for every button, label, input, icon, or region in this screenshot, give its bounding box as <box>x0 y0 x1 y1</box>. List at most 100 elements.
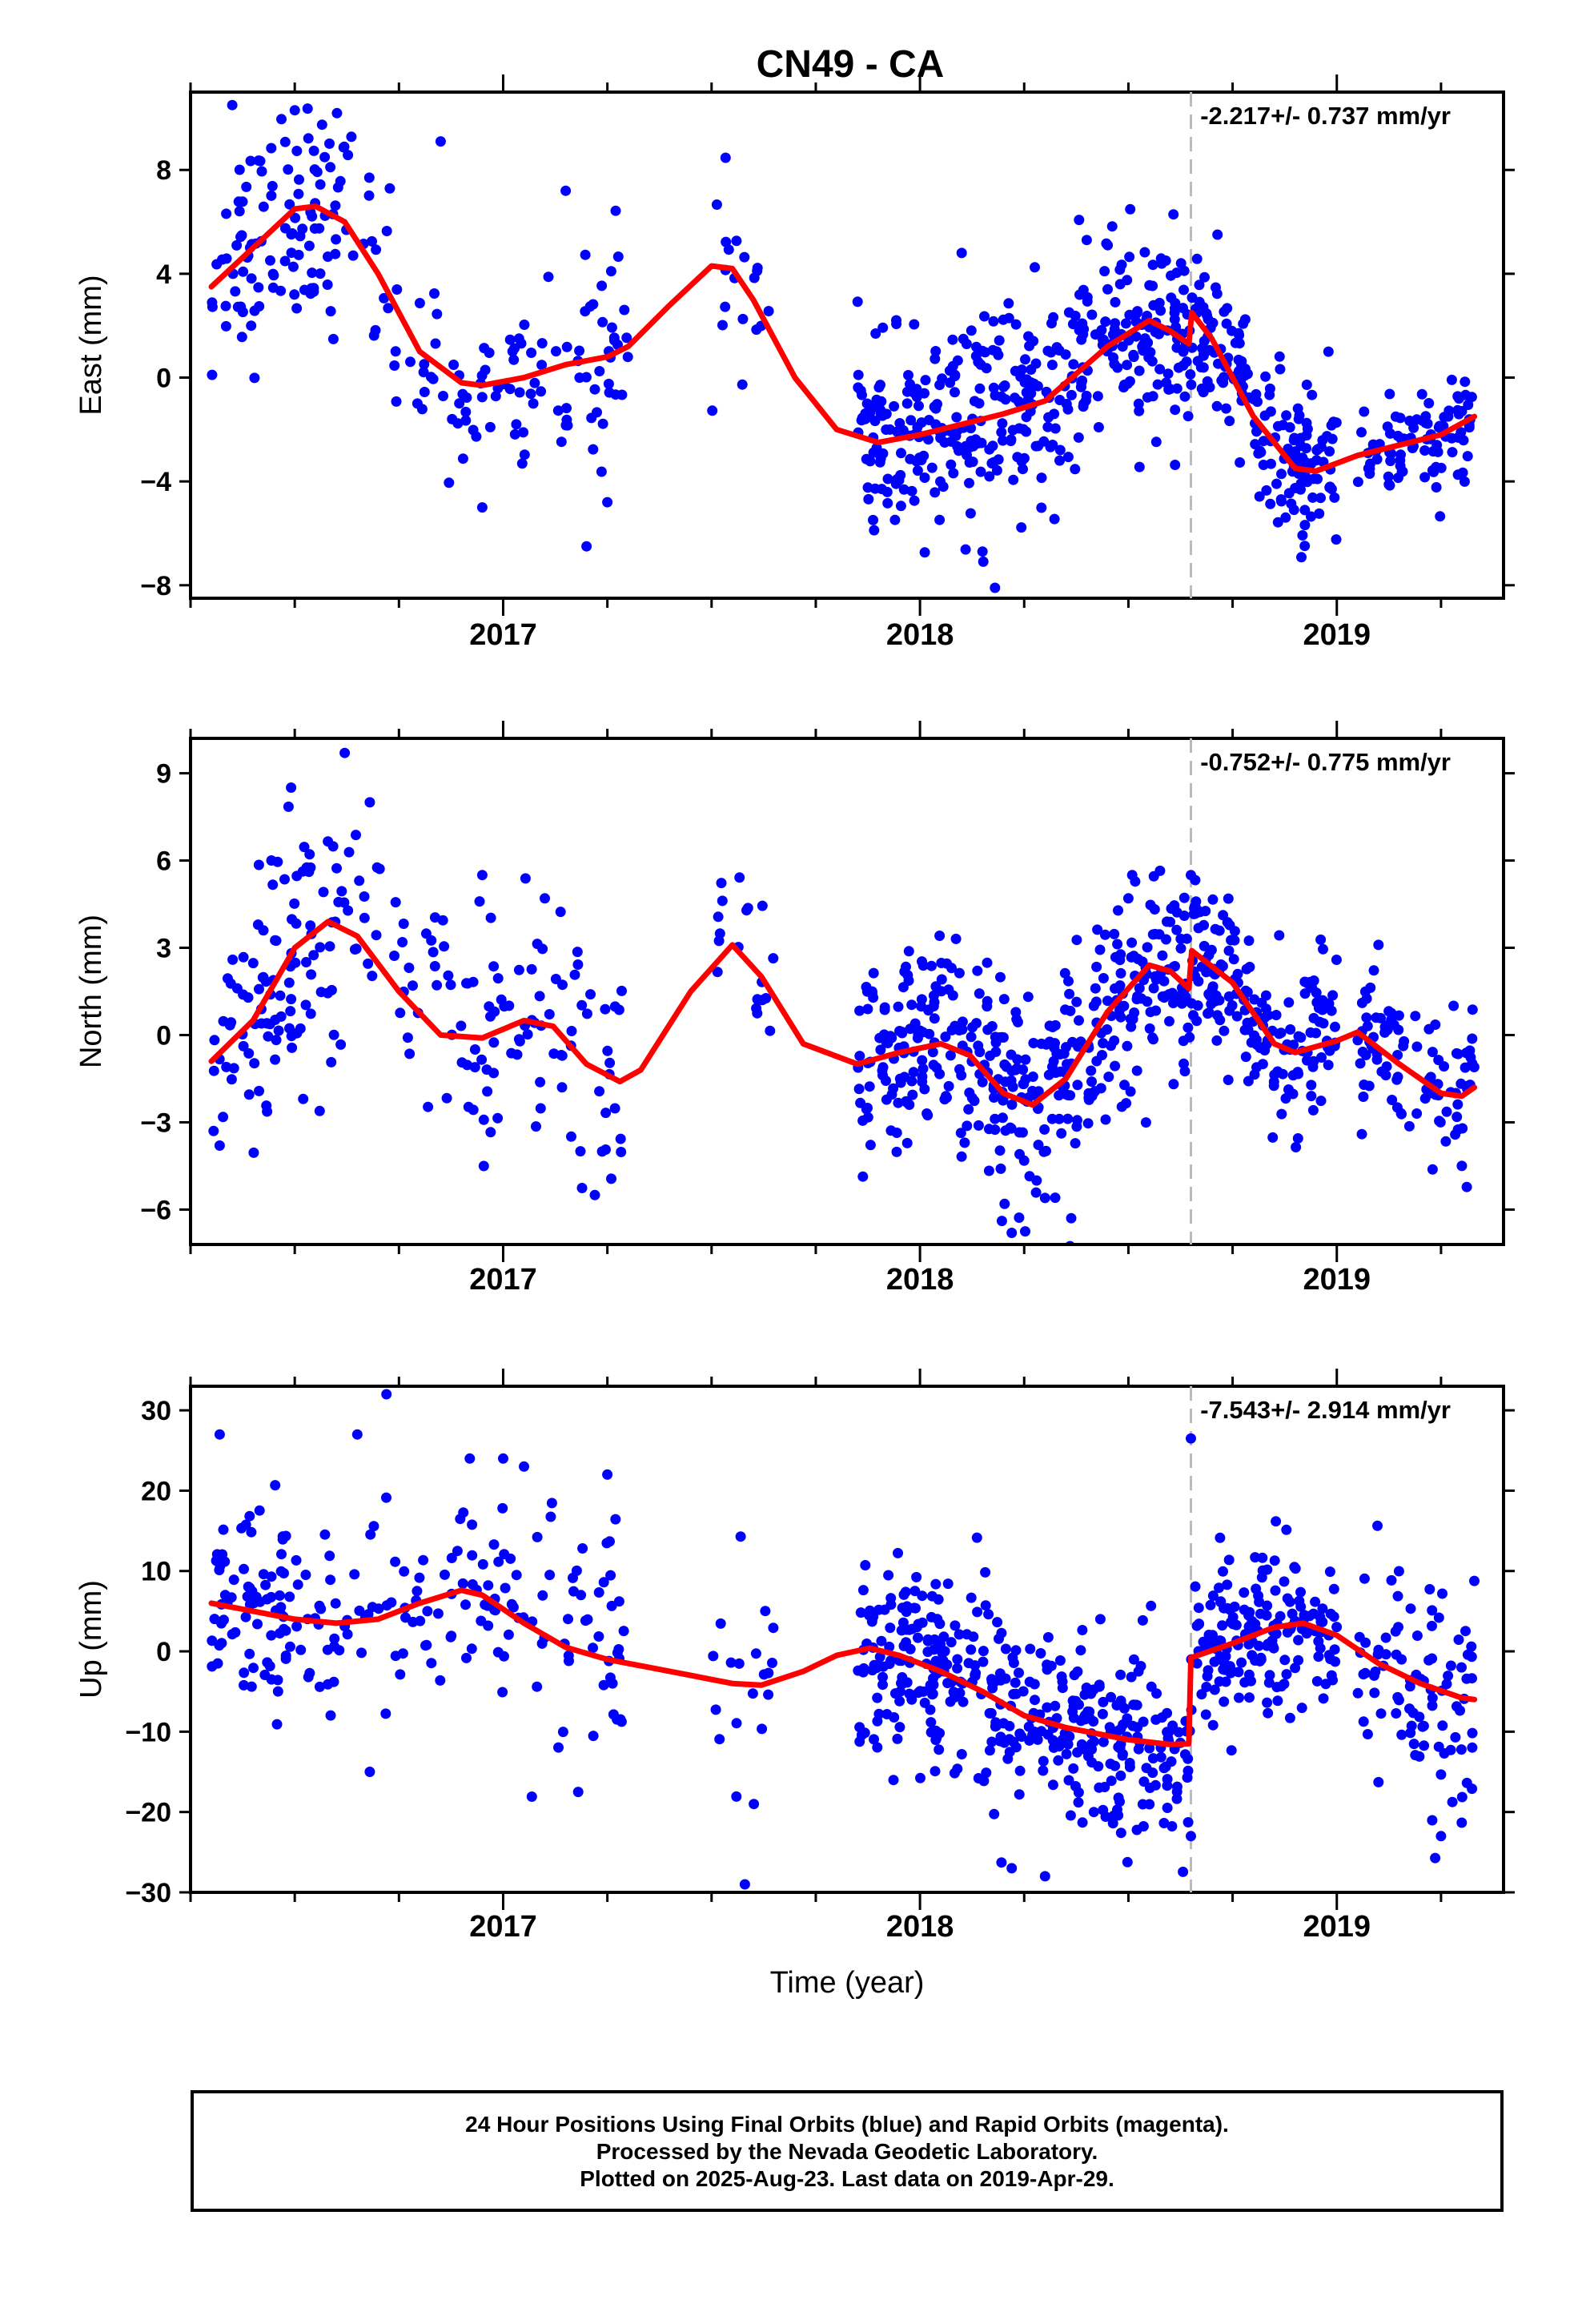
north-data-point <box>1000 1125 1011 1136</box>
up-data-point <box>300 1570 311 1580</box>
east-data-point <box>331 234 342 245</box>
north-data-point <box>862 1003 873 1015</box>
north-data-point <box>1268 1076 1279 1088</box>
east-data-point <box>1112 362 1123 373</box>
north-data-point <box>1244 962 1255 972</box>
north-data-point <box>1006 1099 1018 1110</box>
up-data-point <box>917 1686 929 1697</box>
up-data-point <box>1317 1603 1328 1614</box>
north-data-point <box>314 1105 325 1116</box>
east-data-point <box>1265 498 1276 509</box>
east-data-point <box>896 448 906 459</box>
north-data-point <box>1125 1086 1136 1097</box>
north-data-point <box>354 875 365 887</box>
north-data-point <box>267 879 279 891</box>
north-data-point <box>333 896 344 907</box>
up-data-point <box>972 1606 983 1618</box>
north-data-point <box>420 928 432 939</box>
north-data-point <box>857 1171 869 1182</box>
north-data-point <box>1359 986 1371 997</box>
east-data-point <box>911 456 922 467</box>
east-data-point <box>964 477 974 489</box>
up-data-point <box>749 1799 760 1810</box>
east-data-point <box>987 440 998 452</box>
north-data-point <box>1274 930 1285 941</box>
east-data-point <box>460 415 472 426</box>
north-data-point <box>1130 876 1141 887</box>
east-data-point <box>998 314 1009 325</box>
east-data-point <box>1106 221 1118 232</box>
up-data-point <box>1315 1642 1326 1654</box>
up-data-point <box>593 1587 604 1598</box>
north-data-point <box>955 1128 966 1139</box>
east-data-point <box>1026 364 1037 375</box>
up-data-point <box>1207 1590 1219 1602</box>
east-data-point <box>461 392 472 403</box>
up-data-point <box>1461 1777 1472 1788</box>
east-data-point <box>1204 382 1215 392</box>
north-data-point <box>476 870 488 881</box>
up-data-point <box>1207 1630 1218 1641</box>
up-data-point <box>1460 1626 1471 1637</box>
east-data-point <box>291 146 303 156</box>
north-data-point <box>367 971 378 982</box>
east-data-point <box>391 284 403 295</box>
north-data-point <box>1357 1047 1368 1057</box>
up-data-point <box>1469 1575 1480 1586</box>
north-data-point <box>1435 1116 1446 1128</box>
north-data-point <box>343 846 355 858</box>
east-data-point <box>1186 292 1198 304</box>
up-data-point <box>212 1658 223 1669</box>
up-data-point <box>952 1763 963 1775</box>
up-data-point <box>1324 1566 1335 1578</box>
east-data-point <box>868 514 878 525</box>
north-data-point <box>999 1059 1010 1070</box>
east-data-point <box>912 465 923 476</box>
north-data-point <box>1249 1069 1260 1080</box>
north-data-point <box>1070 1138 1081 1149</box>
up-data-point <box>1065 1810 1076 1821</box>
north-data-point <box>283 977 295 988</box>
north-data-point <box>917 960 929 971</box>
north-data-point <box>1061 1042 1071 1053</box>
north-data-point <box>1072 1080 1083 1091</box>
east-data-point <box>1297 530 1308 541</box>
north-data-point <box>1203 950 1215 960</box>
up-data-point <box>1014 1667 1024 1679</box>
east-data-point <box>1124 309 1135 320</box>
north-data-point <box>1427 1047 1438 1058</box>
up-data-point <box>1455 1705 1465 1716</box>
east-data-point <box>556 436 567 448</box>
up-data-point <box>952 1663 963 1674</box>
north-data-point <box>1468 1062 1480 1072</box>
up-data-point <box>1084 1707 1095 1717</box>
east-data-point <box>604 387 615 398</box>
up-data-point <box>1178 1866 1189 1877</box>
east-data-point <box>528 398 539 409</box>
up-data-point <box>984 1745 995 1756</box>
north-data-point <box>1131 1065 1142 1076</box>
east-data-point <box>920 375 931 386</box>
up-data-point <box>750 1648 761 1659</box>
up-data-point <box>272 1686 283 1697</box>
north-data-point <box>1373 939 1384 951</box>
east-data-point <box>414 298 425 308</box>
up-data-point <box>978 1775 990 1787</box>
north-data-point <box>954 967 965 979</box>
north-data-point <box>305 920 316 931</box>
up-data-point <box>1223 1554 1235 1566</box>
east-data-point <box>950 369 961 380</box>
north-data-point <box>1363 1080 1375 1092</box>
east-data-point <box>1323 346 1334 357</box>
north-data-point <box>1134 983 1145 994</box>
north-data-point <box>328 1029 339 1040</box>
up-data-point <box>857 1585 869 1596</box>
north-data-point <box>1061 1089 1072 1100</box>
north-data-point <box>959 1137 970 1148</box>
north-fit-line <box>208 919 1478 1108</box>
east-data-point <box>551 346 561 357</box>
east-data-point <box>596 280 608 292</box>
north-y-tick-label: 9 <box>156 759 171 790</box>
east-data-point <box>412 398 423 409</box>
up-data-point <box>1244 1692 1255 1703</box>
